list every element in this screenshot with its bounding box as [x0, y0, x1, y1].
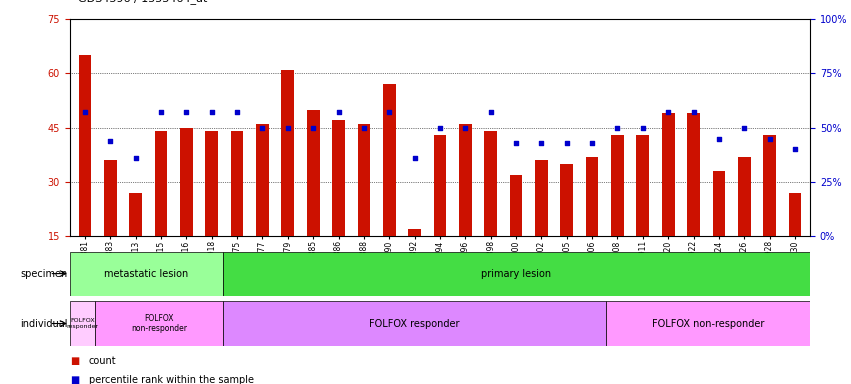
- Bar: [738, 157, 751, 236]
- Bar: [763, 135, 776, 236]
- Text: ■: ■: [70, 356, 79, 366]
- Text: FOLFOX
non-responder: FOLFOX non-responder: [131, 314, 187, 333]
- Point: [788, 146, 802, 152]
- Bar: [561, 164, 573, 236]
- Text: GDS4396 / 1553464_at: GDS4396 / 1553464_at: [78, 0, 208, 4]
- Text: FOLFOX non-responder: FOLFOX non-responder: [652, 318, 764, 329]
- Bar: [357, 124, 370, 236]
- Bar: [434, 135, 446, 236]
- Point: [129, 155, 142, 161]
- Bar: [231, 131, 243, 236]
- Point: [357, 124, 371, 131]
- Point: [509, 140, 523, 146]
- Point: [738, 124, 751, 131]
- Bar: [712, 171, 725, 236]
- Bar: [687, 113, 700, 236]
- Bar: [332, 121, 345, 236]
- Bar: [637, 135, 649, 236]
- Bar: [256, 124, 269, 236]
- Bar: [535, 160, 548, 236]
- Point: [205, 109, 219, 116]
- Point: [712, 136, 726, 142]
- Bar: [459, 124, 471, 236]
- Point: [231, 109, 244, 116]
- Bar: [484, 131, 497, 236]
- Bar: [662, 113, 675, 236]
- Text: specimen: specimen: [20, 268, 68, 279]
- Bar: [408, 229, 421, 236]
- Point: [762, 136, 776, 142]
- Point: [154, 109, 168, 116]
- Bar: [223, 301, 606, 346]
- Bar: [383, 84, 396, 236]
- Point: [78, 109, 92, 116]
- Bar: [95, 301, 223, 346]
- Bar: [70, 301, 95, 346]
- Point: [255, 124, 269, 131]
- Point: [636, 124, 649, 131]
- Text: FOLFOX
responder: FOLFOX responder: [66, 318, 99, 329]
- Bar: [70, 252, 223, 296]
- Point: [611, 124, 625, 131]
- Point: [459, 124, 472, 131]
- Text: ■: ■: [70, 375, 79, 384]
- Point: [534, 140, 548, 146]
- Bar: [585, 157, 598, 236]
- Bar: [78, 55, 91, 236]
- Point: [484, 109, 498, 116]
- Point: [661, 109, 675, 116]
- Bar: [307, 109, 319, 236]
- Point: [104, 137, 117, 144]
- Bar: [611, 135, 624, 236]
- Text: primary lesion: primary lesion: [482, 268, 551, 279]
- Bar: [205, 131, 218, 236]
- Point: [382, 109, 396, 116]
- Text: metastatic lesion: metastatic lesion: [104, 268, 189, 279]
- Bar: [789, 193, 802, 236]
- Point: [560, 140, 574, 146]
- Text: individual: individual: [20, 318, 68, 329]
- Point: [180, 109, 193, 116]
- Bar: [129, 193, 142, 236]
- Point: [281, 124, 294, 131]
- Point: [332, 109, 346, 116]
- Bar: [155, 131, 168, 236]
- Point: [408, 155, 421, 161]
- Point: [306, 124, 320, 131]
- Bar: [180, 127, 193, 236]
- Text: FOLFOX responder: FOLFOX responder: [369, 318, 460, 329]
- Point: [433, 124, 447, 131]
- Text: percentile rank within the sample: percentile rank within the sample: [89, 375, 254, 384]
- Bar: [510, 175, 523, 236]
- Point: [687, 109, 700, 116]
- Point: [585, 140, 599, 146]
- Bar: [104, 160, 117, 236]
- Text: count: count: [89, 356, 116, 366]
- Bar: [606, 301, 810, 346]
- Bar: [223, 252, 810, 296]
- Bar: [282, 70, 294, 236]
